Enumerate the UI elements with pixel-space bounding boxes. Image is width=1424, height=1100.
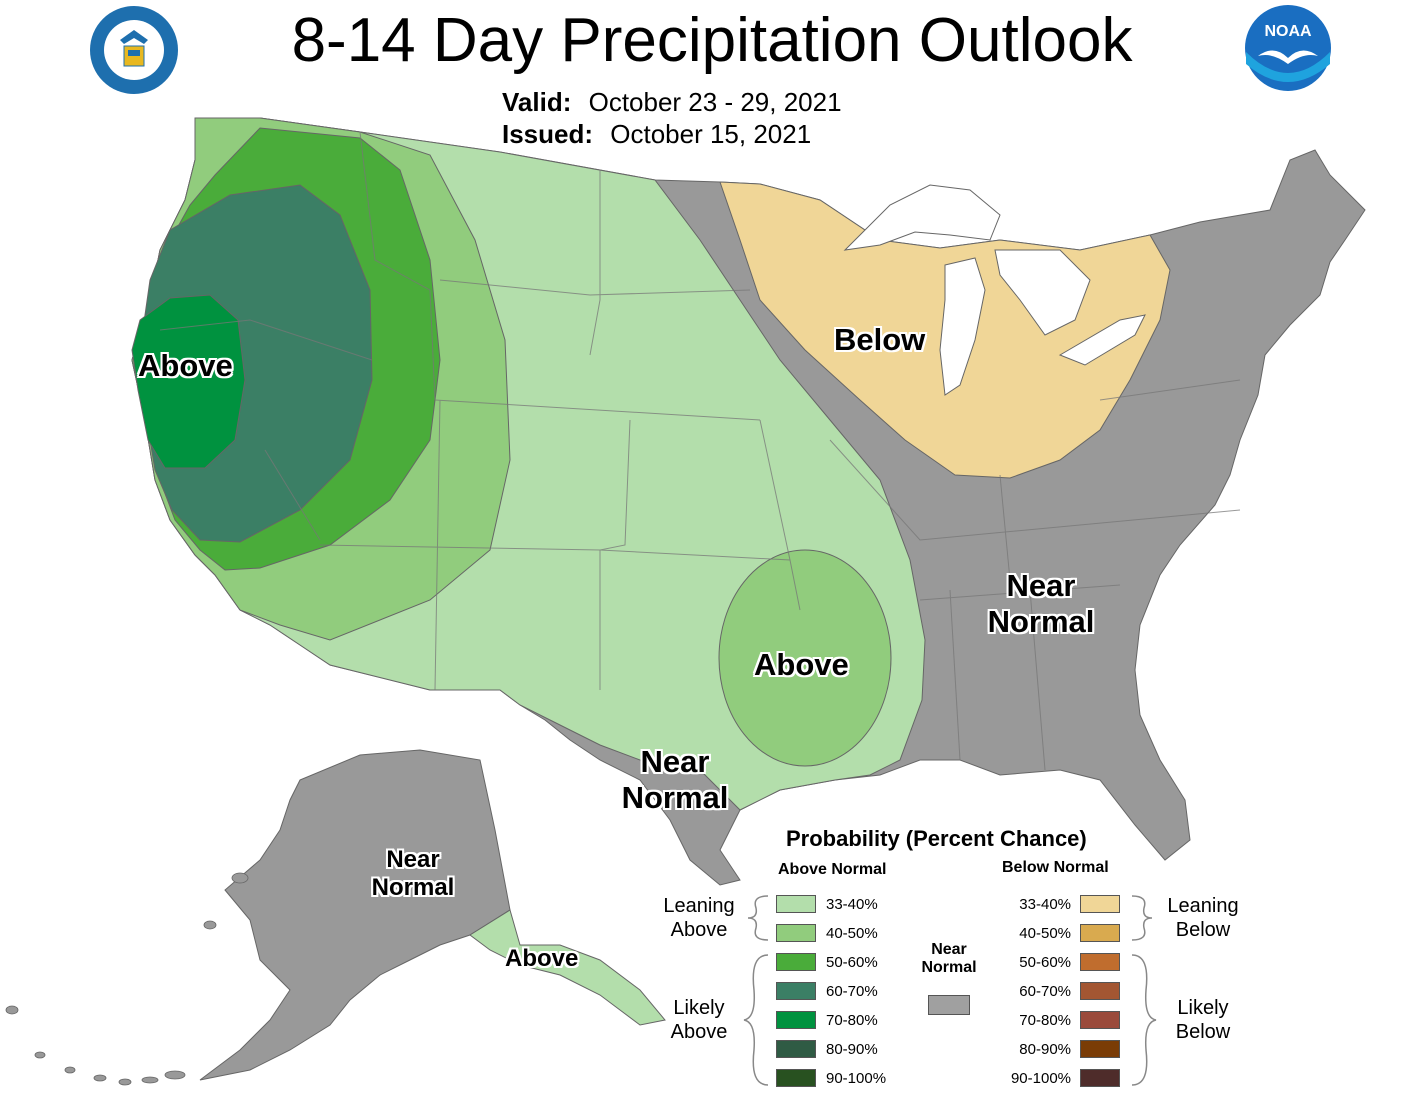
below-swatch-0 (1080, 895, 1120, 913)
alaska-near-label: Near (386, 846, 440, 873)
noaa-logo-icon: NOAA (1245, 5, 1331, 91)
below-swatch-4 (1080, 1011, 1120, 1029)
commerce-seal-icon (90, 6, 178, 94)
above-pct-label-6: 90-100% (826, 1070, 887, 1087)
above-swatch-1 (776, 924, 816, 942)
below-pct-label-3: 60-70% (1019, 983, 1071, 1000)
aleutian-islands (5, 872, 249, 1086)
noaa-logo: NOAA (1244, 4, 1332, 92)
below-swatch-3 (1080, 982, 1120, 1000)
texas-normal-label: Normal (621, 780, 729, 815)
above-pct-label-3: 60-70% (826, 983, 878, 1000)
below-pct-label-2: 50-60% (1019, 954, 1071, 971)
below-pct-label-6: 90-100% (1010, 1070, 1071, 1087)
legend-below-header: Below Normal (1002, 859, 1109, 876)
valid-label: Valid: (502, 87, 572, 117)
alaska-above-region (469, 909, 666, 1026)
valid-value: October 23 - 29, 2021 (588, 87, 842, 117)
south-above-label: Above (754, 647, 849, 682)
above-swatch-5 (776, 1040, 816, 1058)
alaska-near-normal-region (199, 749, 511, 1081)
leaning-above-text: Leaning Above (654, 894, 744, 942)
issued-line: Issued: October 15, 2021 (502, 118, 811, 150)
lake-huron (994, 249, 1091, 336)
likely-above-line2: Above (670, 1021, 728, 1043)
near-header-line1: Near (931, 941, 967, 958)
above-swatch-4 (776, 1011, 816, 1029)
above-pct-label-5: 80-90% (826, 1041, 878, 1058)
above-swatch-0 (776, 895, 816, 913)
below-pct-label-5: 80-90% (1019, 1041, 1071, 1058)
above-pct-label-4: 70-80% (826, 1012, 878, 1029)
alaska-above-label: Above (505, 945, 579, 972)
likely-below-text: Likely Below (1158, 996, 1248, 1044)
east-near-label: Near (1006, 568, 1076, 603)
below-pct-label-1: 40-50% (1019, 925, 1071, 942)
leaning-below-text: Leaning Below (1158, 894, 1248, 942)
above-pct-label-0: 33-40% (826, 896, 878, 913)
leaning-above-line1: Leaning (663, 895, 735, 917)
great-lakes-below-label: Below (834, 322, 926, 357)
lake-superior (843, 184, 1001, 251)
likely-above-line1: Likely (673, 997, 725, 1019)
texas-near-normal-label: Near Normal (619, 744, 731, 816)
state-borders (159, 131, 1241, 771)
near-normal-swatch (928, 995, 970, 1015)
above-70-80-region (131, 294, 246, 469)
legend-above-header: Above Normal (778, 861, 887, 878)
issued-value: October 15, 2021 (610, 119, 812, 149)
alaska-near-normal-label: Near Normal (365, 846, 461, 902)
lake-michigan (939, 257, 986, 396)
leaning-above-line2: Above (670, 919, 728, 941)
above-swatch-2 (776, 953, 816, 971)
below-swatch-5 (1080, 1040, 1120, 1058)
alaska-normal-label: Normal (371, 874, 455, 901)
below-swatch-1 (1080, 924, 1120, 942)
east-normal-label: Normal (987, 604, 1095, 639)
lake-erie (1058, 314, 1146, 366)
below-swatch-6 (1080, 1069, 1120, 1087)
likely-above-text: Likely Above (654, 996, 744, 1044)
commerce-seal-logo (88, 4, 180, 96)
likely-below-line1: Likely (1177, 997, 1229, 1019)
above-pct-label-1: 40-50% (826, 925, 878, 942)
leaning-below-line2: Below (1175, 919, 1231, 941)
near-normal-legend-header: Near Normal (916, 941, 982, 977)
near-header-line2: Normal (921, 959, 977, 976)
above-pct-label-2: 50-60% (826, 954, 878, 971)
below-pct-label-0: 33-40% (1019, 896, 1071, 913)
east-near-normal-label: Near Normal (985, 568, 1097, 640)
likely-below-line2: Below (1175, 1021, 1231, 1043)
issued-label: Issued: (502, 119, 594, 149)
above-swatch-3 (776, 982, 816, 1000)
above-swatch-6 (776, 1069, 816, 1087)
leaning-below-line1: Leaning (1167, 895, 1239, 917)
west-above-label: Above (138, 348, 233, 383)
below-pct-label-4: 70-80% (1019, 1012, 1071, 1029)
page-title: 8-14 Day Precipitation Outlook (291, 6, 1133, 75)
texas-near-label: Near (640, 744, 710, 779)
below-swatch-2 (1080, 953, 1120, 971)
above-40-50-south-region (718, 549, 892, 767)
legend-title: Probability (Percent Chance) (786, 826, 1087, 851)
noaa-logo-text: NOAA (1264, 23, 1312, 40)
valid-line: Valid: October 23 - 29, 2021 (502, 86, 842, 118)
